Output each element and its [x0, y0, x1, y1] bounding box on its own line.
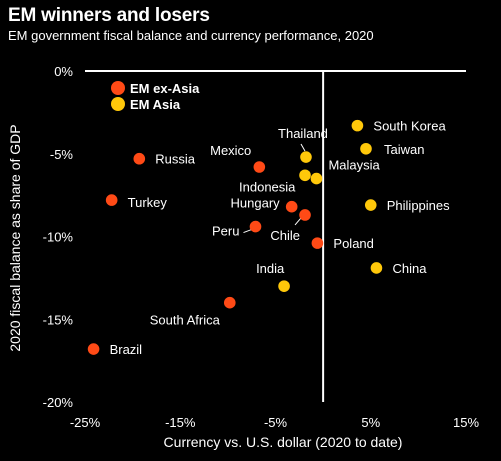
point-poland[interactable] — [311, 237, 324, 249]
legend-label-0: EM ex-Asia — [130, 81, 200, 96]
point-label-turkey: Turkey — [128, 195, 168, 210]
legend-label-1: EM Asia — [130, 97, 181, 112]
point-label-poland: Poland — [333, 236, 373, 251]
point-south-korea[interactable] — [351, 119, 364, 132]
point-turkey[interactable] — [105, 194, 118, 206]
point-hungary[interactable] — [285, 200, 298, 213]
point-mexico[interactable] — [253, 161, 266, 173]
point-malaysia[interactable] — [310, 172, 323, 185]
point-label-indonesia: Indonesia — [239, 179, 296, 194]
point-label-hungary: Hungary — [231, 196, 281, 211]
point-label-south-africa: South Africa — [150, 313, 221, 328]
legend-marker-0 — [111, 81, 125, 95]
legend-marker-1 — [111, 97, 125, 111]
point-label-china: China — [392, 261, 427, 276]
point-south-africa[interactable] — [223, 296, 236, 309]
point-chile[interactable] — [299, 209, 311, 221]
leader-line-peru — [243, 229, 252, 234]
point-label-chile: Chile — [270, 228, 300, 243]
point-label-peru: Peru — [212, 224, 239, 239]
x-tick-label: 5% — [361, 415, 380, 430]
y-tick-label: -10% — [43, 230, 74, 245]
point-label-india: India — [256, 261, 285, 276]
point-brazil[interactable] — [87, 343, 100, 355]
x-tick-label: 15% — [453, 415, 479, 430]
x-tick-label: -15% — [165, 415, 196, 430]
point-india[interactable] — [278, 280, 290, 292]
point-label-brazil: Brazil — [110, 342, 143, 357]
point-label-taiwan: Taiwan — [384, 142, 424, 157]
point-thailand[interactable] — [300, 151, 312, 163]
point-taiwan[interactable] — [360, 142, 372, 155]
y-tick-label: -20% — [43, 395, 74, 410]
point-philippines[interactable] — [364, 199, 377, 211]
point-label-malaysia: Malaysia — [328, 158, 380, 173]
point-label-thailand: Thailand — [278, 126, 328, 141]
chart-subtitle: EM government fiscal balance and currenc… — [8, 28, 374, 43]
leader-line-chile — [294, 217, 302, 226]
y-tick-label: 0% — [54, 64, 73, 79]
leader-line-thailand — [300, 143, 306, 152]
y-tick-label: -15% — [43, 312, 74, 327]
x-tick-label: -25% — [70, 415, 101, 430]
point-russia[interactable] — [133, 152, 146, 165]
point-indonesia[interactable] — [299, 169, 311, 182]
point-label-mexico: Mexico — [210, 143, 251, 158]
chart-title: EM winners and losers — [8, 5, 210, 26]
y-axis-label: 2020 fiscal balance as share of GDP — [7, 124, 23, 351]
x-axis-label: Currency vs. U.S. dollar (2020 to date) — [164, 434, 403, 450]
x-tick-label: -5% — [264, 415, 288, 430]
point-label-philippines: Philippines — [387, 198, 450, 213]
point-peru[interactable] — [249, 220, 262, 233]
point-label-russia: Russia — [155, 152, 196, 167]
y-tick-label: -5% — [50, 147, 74, 162]
point-label-south-korea: South Korea — [373, 119, 446, 134]
point-china[interactable] — [370, 262, 383, 274]
